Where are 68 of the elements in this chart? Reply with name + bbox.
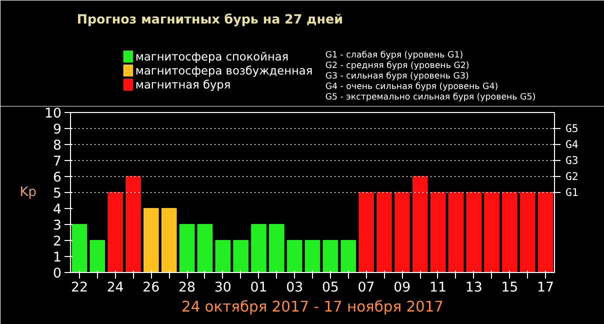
bar	[251, 224, 266, 272]
x-tick-label: 09	[394, 280, 411, 296]
text: G1 - слабая буря (уровень G1)	[325, 50, 464, 60]
x-tick-label: 22	[70, 280, 88, 296]
x-tick-label: 03	[286, 280, 304, 296]
y-tick-label: 2	[53, 234, 62, 250]
y-tick-label: 4	[53, 202, 62, 218]
y-tick-label: 8	[53, 138, 62, 154]
bar	[412, 176, 428, 272]
x-tick-label: 13	[465, 280, 482, 296]
x-tick-label: 17	[537, 280, 554, 296]
bar	[161, 208, 177, 272]
ref-line-label: G4	[566, 138, 578, 151]
bar	[484, 192, 500, 272]
bar	[502, 192, 518, 272]
y-tick-label: 5	[53, 186, 62, 202]
y-tick-label: 9	[53, 122, 62, 138]
bar	[268, 224, 284, 272]
ref-line-label: G1	[566, 186, 578, 199]
y-axis-title: Kp	[20, 185, 37, 200]
x-tick-label: 26	[142, 280, 160, 296]
legend-label: магнитная буря	[135, 78, 231, 92]
text: G3 - сильная буря (уровень G3)	[325, 72, 469, 82]
ref-line-label: G3	[566, 154, 578, 167]
bar	[286, 240, 302, 272]
bar	[108, 192, 123, 272]
legend-label: магнитосфера возбужденная	[135, 64, 313, 78]
x-axis-title: 24 октября 2017 - 17 ноября 2017	[182, 298, 444, 316]
bar	[304, 240, 320, 272]
x-tick-label: 01	[250, 280, 268, 296]
x-tick-label: 05	[322, 280, 339, 296]
y-tick-label: 7	[53, 154, 62, 170]
y-tick-label: 6	[53, 170, 62, 186]
bar	[376, 192, 392, 272]
x-tick-label: 30	[214, 280, 232, 296]
bar	[215, 240, 231, 272]
bar	[430, 192, 446, 272]
bar	[358, 192, 374, 272]
bar	[520, 192, 536, 272]
ref-line-label: G2	[566, 170, 578, 183]
x-tick-label: 07	[358, 280, 375, 296]
text: G4 - очень сильная буря (уровень G4)	[325, 82, 498, 92]
ref-line-label: G5	[566, 122, 578, 135]
x-tick-label: 28	[178, 280, 196, 296]
chart-title: Прогноз магнитных бурь на 27 дней	[76, 12, 343, 26]
x-tick-label: 15	[501, 280, 518, 296]
y-tick-label: 0	[53, 266, 62, 282]
bar	[197, 224, 213, 272]
bar	[466, 192, 482, 272]
bar	[538, 192, 554, 272]
bar	[340, 240, 356, 272]
x-tick-label: 11	[430, 280, 446, 296]
bar	[233, 240, 248, 272]
legend-label: магнитосфера спокойная	[135, 50, 289, 64]
bar	[394, 192, 410, 272]
bar	[90, 240, 106, 272]
bar	[448, 192, 464, 272]
bar	[72, 224, 88, 272]
bar	[322, 240, 338, 272]
text: G2 - средняя буря (уровень G2)	[325, 61, 470, 71]
y-tick-label: 3	[53, 218, 62, 234]
y-tick-label: 1	[53, 250, 62, 266]
bar	[179, 224, 195, 272]
text: G5 - экстремально сильная буря (уровень G5)	[325, 92, 536, 102]
y-tick-label: 10	[44, 106, 62, 122]
x-tick-label: 24	[106, 280, 124, 296]
bar	[126, 176, 141, 272]
bar	[143, 208, 159, 272]
